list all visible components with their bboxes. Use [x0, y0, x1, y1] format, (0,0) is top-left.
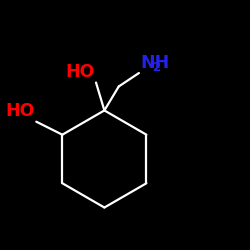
Text: NH: NH — [140, 54, 170, 72]
Text: HO: HO — [5, 102, 34, 120]
Text: 2: 2 — [152, 62, 160, 74]
Text: HO: HO — [66, 62, 95, 80]
